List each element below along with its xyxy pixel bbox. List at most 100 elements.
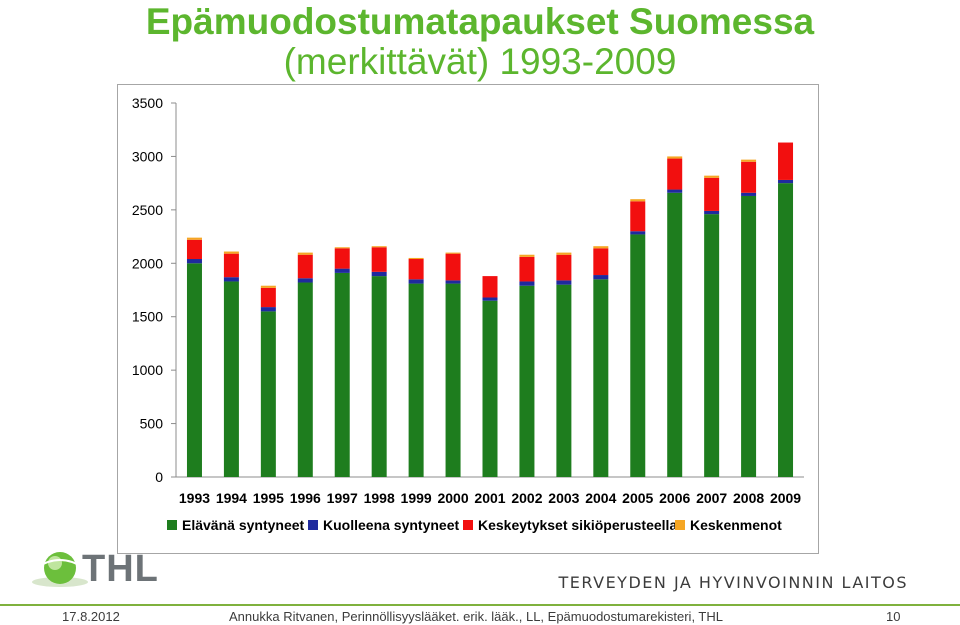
bar-segment	[593, 248, 609, 276]
bar-segment	[260, 285, 276, 288]
bar-segment	[186, 239, 202, 260]
bar-segment	[556, 254, 572, 281]
bar-segment	[519, 254, 535, 257]
legend-label: Keskenmenot	[690, 517, 782, 533]
bar-segment	[297, 252, 313, 255]
bar-segment	[482, 297, 498, 301]
bar-segment	[667, 192, 683, 477]
bar-segment	[223, 251, 239, 254]
bar-segment	[408, 259, 424, 280]
y-tick-label: 1500	[132, 309, 163, 325]
bar-segment	[445, 252, 461, 254]
x-tick-label: 2006	[659, 490, 690, 506]
bar-segment	[334, 272, 350, 477]
bar-segment	[260, 287, 276, 308]
bar-segment	[519, 256, 535, 282]
bar-segment	[371, 246, 387, 248]
bar-segment	[371, 247, 387, 272]
bar-segment	[482, 300, 498, 477]
bar-segment	[445, 283, 461, 477]
bar-segment	[556, 284, 572, 477]
bar-segment	[778, 142, 794, 180]
legend-swatch	[463, 520, 473, 530]
bar-segment	[667, 189, 683, 193]
bar-segment	[593, 275, 609, 280]
logo-text: THL	[82, 548, 159, 590]
organization-name: TERVEYDEN JA HYVINVOINNIN LAITOS	[558, 573, 908, 592]
x-tick-label: 2005	[622, 490, 653, 506]
bar-segment	[667, 158, 683, 190]
legend-swatch	[167, 520, 177, 530]
x-tick-label: 2003	[548, 490, 579, 506]
bar-segment	[482, 276, 498, 298]
x-tick-label: 2008	[733, 490, 764, 506]
bar-segment	[186, 263, 202, 477]
x-tick-label: 1993	[179, 490, 210, 506]
bar-segment	[297, 282, 313, 477]
bar-segment	[445, 253, 461, 281]
bar-segment	[223, 253, 239, 278]
legend-label: Kuolleena syntyneet	[323, 517, 459, 533]
legend-label: Elävänä syntyneet	[182, 517, 305, 533]
bar-segment	[371, 271, 387, 277]
page-number: 10	[886, 609, 901, 624]
bar-segment	[556, 252, 572, 255]
y-tick-label: 2500	[132, 202, 163, 218]
bar-segment	[297, 278, 313, 283]
bar-segment	[593, 246, 609, 249]
bar-segment	[704, 177, 720, 211]
footer-date: 17.8.2012	[62, 609, 120, 624]
bar-segment	[223, 277, 239, 282]
bar-segment	[408, 279, 424, 284]
bar-segment	[630, 201, 646, 232]
x-tick-label: 1997	[327, 490, 358, 506]
bar-segment	[445, 280, 461, 284]
x-tick-label: 2000	[437, 490, 468, 506]
bar-segment	[741, 159, 757, 162]
x-tick-label: 2001	[474, 490, 505, 506]
bar-segment	[778, 179, 794, 184]
y-tick-label: 1000	[132, 362, 163, 378]
footer-credit: Annukka Ritvanen, Perinnöllisyyslääket. …	[229, 609, 723, 624]
bar-segment	[297, 254, 313, 279]
bar-segment	[741, 161, 757, 193]
x-tick-label: 1996	[290, 490, 321, 506]
bar-segment	[667, 156, 683, 159]
bar-segment	[778, 183, 794, 477]
thl-logo-icon	[32, 552, 88, 587]
chart-frame: 0 500 1000 1500 2000 2500 3000 3500 1993 1994 1995…	[117, 84, 819, 554]
y-tick-label: 3000	[132, 148, 163, 164]
bar-segment	[186, 237, 202, 240]
bar-segment	[519, 285, 535, 477]
x-tick-label: 2007	[696, 490, 727, 506]
bar-segment	[334, 248, 350, 269]
bar-segment	[223, 281, 239, 477]
y-tick-label: 0	[155, 469, 163, 485]
bar-segment	[704, 214, 720, 478]
bar-segment	[186, 259, 202, 264]
bar-segment	[260, 311, 276, 477]
legend-swatch	[675, 520, 685, 530]
slide-title-line1: Epämuodostumatapaukset Suomessa	[145, 1, 815, 42]
bar-segment	[630, 231, 646, 235]
bar-segment	[260, 307, 276, 312]
bar-segment	[741, 192, 757, 196]
bar-segment	[704, 175, 720, 178]
x-tick-label: 2004	[585, 490, 616, 506]
bar-segment	[741, 195, 757, 478]
footer-divider	[0, 604, 960, 606]
bar-segment	[630, 199, 646, 202]
y-tick-label: 3500	[132, 95, 163, 111]
bar-segment	[556, 280, 572, 285]
bar-segment	[408, 283, 424, 477]
legend-swatch	[308, 520, 318, 530]
stacked-bar-chart: 0 500 1000 1500 2000 2500 3000 3500 1993 1994 1995…	[132, 95, 804, 533]
bar-segment	[334, 247, 350, 249]
y-tick-label: 2000	[132, 255, 163, 271]
x-tick-label: 2009	[770, 490, 801, 506]
legend-label: Keskeytykset sikiöperusteella	[478, 517, 677, 533]
slide-title-line2: (merkittävät) 1993-2009	[283, 41, 677, 82]
x-tick-label: 1994	[216, 490, 247, 506]
y-tick-label: 500	[140, 416, 164, 432]
x-tick-label: 2002	[511, 490, 542, 506]
